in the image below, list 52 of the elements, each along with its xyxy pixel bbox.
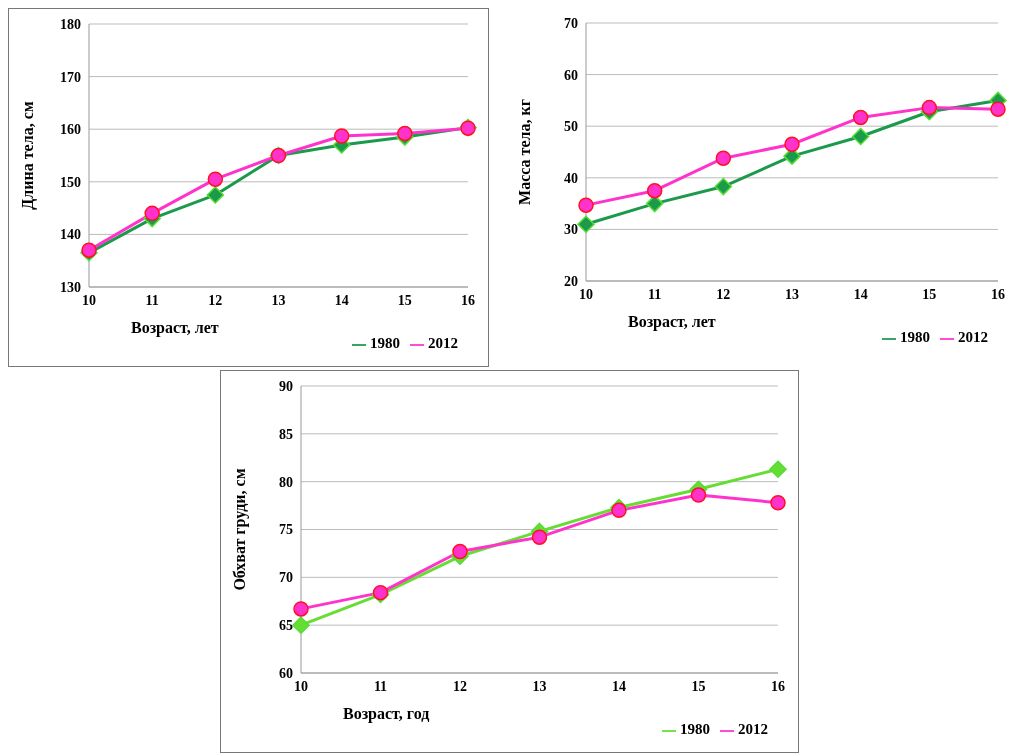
x-tick-label: 11	[373, 678, 388, 694]
y-tick-label: 40	[564, 170, 578, 186]
x-tick-label: 16	[461, 292, 475, 308]
y-tick-label: 75	[279, 522, 293, 538]
x-tick-label: 10	[579, 286, 593, 302]
x-tick-label: 16	[771, 678, 785, 694]
x-axis-title: Возраст, лет	[131, 319, 219, 337]
y-tick-label: 180	[60, 16, 81, 32]
legend-label: 2012	[958, 329, 988, 345]
y-tick-label: 170	[60, 69, 81, 85]
x-tick-label: 15	[691, 678, 706, 694]
y-tick-label: 65	[279, 618, 293, 634]
x-tick-label: 14	[334, 292, 349, 308]
y-tick-label: 140	[60, 227, 81, 243]
x-tick-label: 11	[648, 286, 662, 302]
x-tick-label: 13	[532, 678, 547, 694]
y-tick-label: 60	[564, 67, 578, 83]
x-tick-label: 14	[853, 286, 868, 302]
y-tick-label: 90	[279, 378, 293, 394]
y-tick-label: 20	[564, 273, 578, 289]
x-tick-label: 12	[208, 292, 223, 308]
x-tick-label: 13	[785, 286, 799, 302]
legend-label: 1980	[370, 335, 400, 351]
x-tick-label: 12	[453, 678, 467, 694]
legend-label: 2012	[428, 335, 458, 351]
y-tick-label: 85	[279, 426, 293, 442]
x-tick-label: 10	[294, 678, 308, 694]
y-tick-label: 30	[564, 222, 578, 238]
x-tick-label: 16	[991, 286, 1005, 302]
x-tick-label: 11	[145, 292, 159, 308]
y-tick-label: 150	[60, 174, 81, 190]
x-axis-title: Возраст, лет	[628, 313, 716, 331]
y-tick-label: 80	[279, 474, 293, 490]
x-tick-label: 15	[922, 286, 937, 302]
legend-label: 1980	[900, 329, 930, 345]
y-tick-label: 70	[564, 15, 578, 31]
y-axis-title: Длина тела, см	[18, 101, 37, 210]
y-tick-label: 50	[564, 119, 578, 135]
legend-label: 2012	[738, 721, 768, 737]
legend-label: 1980	[680, 721, 710, 737]
y-tick-label: 70	[279, 570, 293, 586]
x-tick-label: 13	[271, 292, 286, 308]
x-axis-title: Возраст, год	[343, 705, 430, 723]
x-tick-label: 10	[82, 292, 96, 308]
x-tick-label: 15	[397, 292, 412, 308]
x-tick-label: 12	[716, 286, 731, 302]
y-axis-title: Обхват груди, см	[230, 468, 249, 591]
y-tick-label: 130	[60, 279, 81, 295]
y-tick-label: 60	[279, 665, 293, 681]
y-tick-label: 160	[60, 122, 81, 138]
x-tick-label: 14	[612, 678, 626, 694]
y-axis-title: Масса тела, кг	[515, 99, 533, 205]
